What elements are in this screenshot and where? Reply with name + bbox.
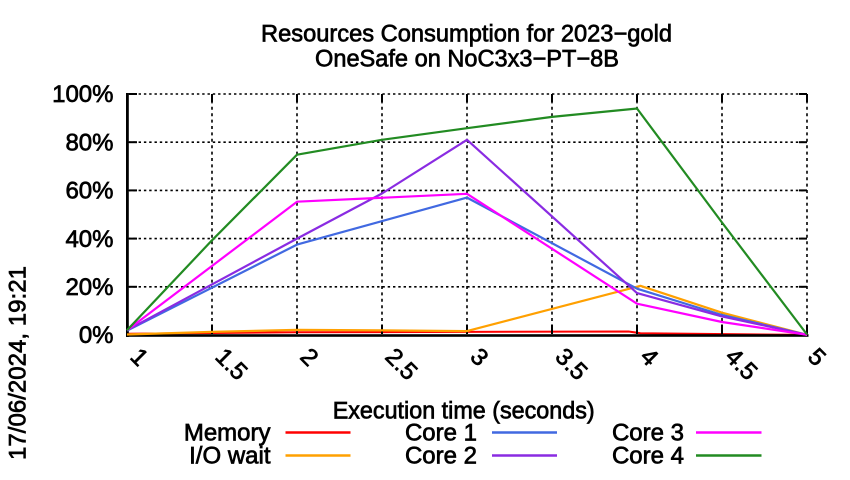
svg-text:80%: 80% [65,129,113,156]
svg-text:Core 1: Core 1 [405,420,477,447]
svg-text:40%: 40% [65,226,113,253]
svg-text:20%: 20% [65,274,113,301]
svg-text:I/O wait: I/O wait [189,443,271,470]
svg-text:Memory: Memory [184,420,271,447]
svg-text:OneSafe on NoC3x3−PT−8B: OneSafe on NoC3x3−PT−8B [315,45,619,72]
svg-text:Core 3: Core 3 [612,420,684,447]
svg-text:Core 4: Core 4 [612,443,684,470]
svg-text:Resources Consumption for 2023: Resources Consumption for 2023−gold [261,20,672,47]
svg-text:17/06/2024, 19:21: 17/06/2024, 19:21 [5,266,32,460]
svg-text:Core 2: Core 2 [405,443,477,470]
svg-text:0%: 0% [79,322,114,349]
svg-text:60%: 60% [65,178,113,205]
svg-text:100%: 100% [52,81,113,108]
svg-text:Execution time (seconds): Execution time (seconds) [333,398,595,425]
